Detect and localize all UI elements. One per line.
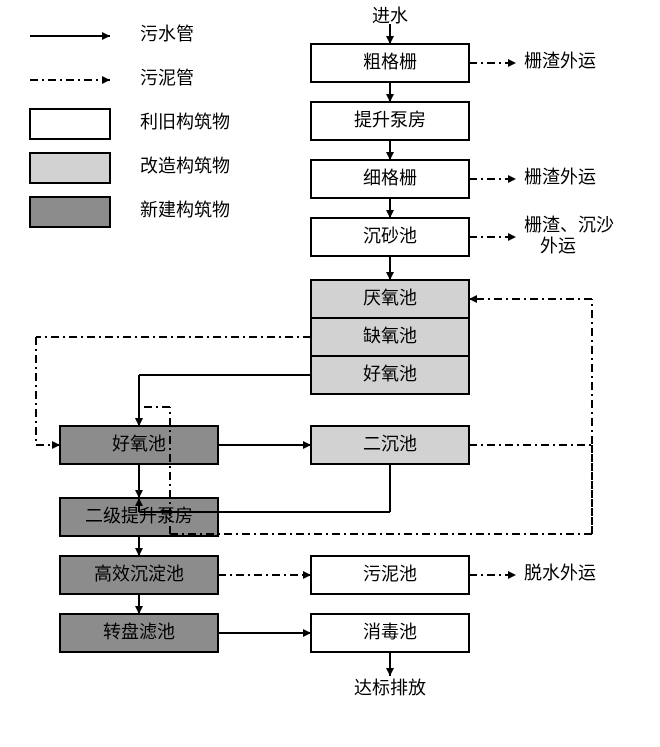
node-label-filter: 转盘滤池 (103, 622, 175, 642)
node-label-fine_grid: 细格栅 (363, 168, 417, 188)
node-text-outlet: 达标排放 (354, 678, 426, 698)
legend-label: 污泥管 (140, 68, 194, 88)
node-label-sludge: 污泥池 (363, 564, 417, 584)
side-label-3: 外运 (540, 236, 576, 256)
side-label-1: 栅渣外运 (524, 167, 596, 187)
node-label-aerob: 好氧池 (363, 364, 417, 384)
legend-label: 污水管 (140, 24, 194, 44)
side-label-0: 栅渣外运 (524, 51, 596, 71)
flowchart-canvas: 污水管污泥管利旧构筑物改造构筑物新建构筑物 进水粗格栅提升泵房细格栅沉砂池厌氧池缺… (0, 0, 660, 747)
node-text-inlet: 进水 (372, 6, 408, 26)
node-label-cu_grid: 粗格栅 (363, 52, 417, 72)
node-label-sec_sed: 二沉池 (363, 434, 417, 454)
node-label-coag: 高效沉淀池 (94, 564, 184, 584)
node-label-sand: 沉砂池 (363, 226, 417, 246)
node-label-pump: 提升泵房 (354, 110, 426, 130)
side-label-2: 栅渣、沉沙 (524, 215, 614, 235)
node-label-aerob2: 好氧池 (112, 434, 166, 454)
legend-label: 新建构筑物 (140, 200, 230, 220)
node-label-anox: 缺氧池 (363, 326, 417, 346)
legend-label: 改造构筑物 (140, 156, 230, 176)
node-label-anaer: 厌氧池 (363, 288, 417, 308)
node-label-disinf: 消毒池 (363, 622, 417, 642)
legend-label: 利旧构筑物 (140, 112, 230, 132)
side-label-4: 脱水外运 (524, 563, 596, 583)
